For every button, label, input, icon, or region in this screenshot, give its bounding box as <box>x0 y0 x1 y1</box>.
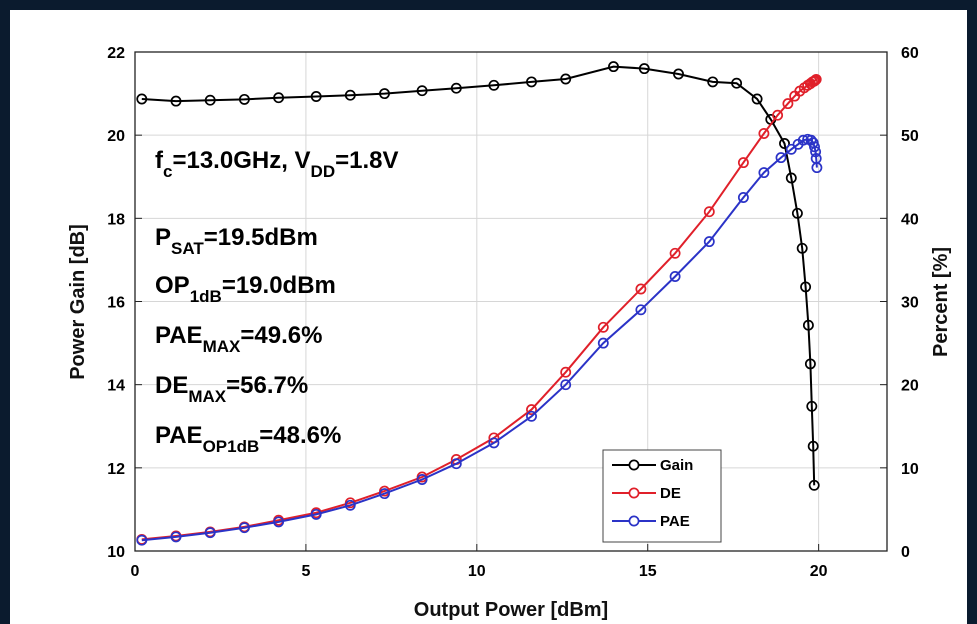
right-y-tick-labels: 0 10 20 30 40 50 60 <box>901 45 919 561</box>
right-y-tick-label: 0 <box>901 544 910 561</box>
right-y-tick-label: 20 <box>901 378 919 395</box>
de-legend-label: DE <box>660 485 681 502</box>
legend: Gain DE PAE <box>603 450 721 542</box>
x-tick-label: 5 <box>301 563 310 580</box>
left-y-tick-label: 12 <box>107 461 125 478</box>
left-y-tick-label: 22 <box>107 45 125 62</box>
left-y-tick-label: 14 <box>107 378 125 395</box>
x-tick-label: 15 <box>639 563 657 580</box>
gain-legend-label: Gain <box>660 457 693 474</box>
left-y-tick-labels: 10 12 14 16 18 20 22 <box>107 45 125 561</box>
x-axis-label: Output Power [dBm] <box>414 599 608 621</box>
pae-legend-marker <box>629 516 638 525</box>
left-y-tick-label: 10 <box>107 544 125 561</box>
left-y-axis-label: Power Gain [dB] <box>67 224 89 380</box>
right-y-tick-label: 40 <box>901 211 919 228</box>
gain-efficiency-chart: 0 5 10 15 20 10 12 14 16 18 20 22 0 10 20 30 40 50 60 fc… <box>10 10 967 624</box>
x-tick-labels: 0 5 10 15 20 <box>131 563 828 580</box>
left-y-tick-label: 18 <box>107 211 125 228</box>
right-y-tick-label: 50 <box>901 128 919 145</box>
x-tick-label: 20 <box>810 563 828 580</box>
right-y-tick-label: 10 <box>901 461 919 478</box>
de-legend-marker <box>629 488 638 497</box>
pae-legend-label: PAE <box>660 513 690 530</box>
figure-frame: 0 5 10 15 20 10 12 14 16 18 20 22 0 10 20 30 40 50 60 fc… <box>10 10 967 624</box>
right-y-tick-label: 60 <box>901 45 919 62</box>
right-y-tick-label: 30 <box>901 295 919 312</box>
left-y-tick-label: 16 <box>107 295 125 312</box>
left-y-tick-label: 20 <box>107 128 125 145</box>
x-tick-label: 10 <box>468 563 486 580</box>
x-tick-label: 0 <box>131 563 140 580</box>
right-y-axis-label: Percent [%] <box>930 247 952 357</box>
gain-legend-marker <box>629 460 638 469</box>
